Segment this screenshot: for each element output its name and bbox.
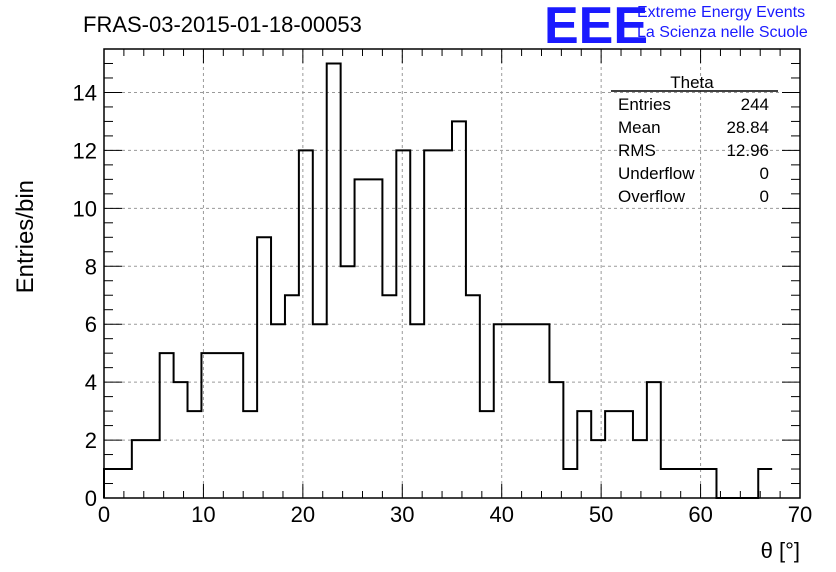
run-title: FRAS-03-2015-01-18-00053: [83, 12, 362, 37]
stats-value-underflow: 0: [760, 164, 769, 183]
histogram-bin: [577, 411, 591, 498]
histogram-bin: [466, 295, 480, 498]
x-tick-label: 40: [489, 502, 513, 527]
histogram-bin: [563, 469, 577, 498]
grid-lines: [104, 49, 800, 498]
histogram-bin: [243, 411, 257, 498]
histogram-bin: [215, 353, 243, 498]
y-tick-label: 6: [85, 312, 97, 337]
y-tick-label: 10: [73, 196, 97, 221]
histogram-bin: [410, 324, 424, 498]
stats-title: Theta: [670, 73, 714, 92]
histogram-outline: [103, 62, 773, 499]
eee-logo: EEE Extreme Energy Events La Scienza nel…: [540, 0, 830, 55]
y-tick-label: 2: [85, 428, 97, 453]
histogram-bin: [327, 63, 341, 498]
y-tick-label: 14: [73, 80, 97, 105]
histogram-bin: [605, 411, 633, 498]
y-tick-label: 4: [85, 370, 97, 395]
stats-label-mean: Mean: [618, 118, 661, 137]
eee-logo-line2: La Scienza nelle Scuole: [637, 24, 808, 41]
stats-label-underflow: Underflow: [618, 164, 695, 183]
stats-box: Theta Entries 244 Mean 28.84 RMS 12.96 U…: [611, 73, 778, 206]
histogram-bin: [174, 382, 188, 498]
x-axis-label: θ [°]: [761, 538, 800, 563]
x-tick-label: 0: [98, 502, 110, 527]
x-tick-label: 60: [688, 502, 712, 527]
histogram-bin: [160, 353, 174, 498]
x-tick-label: 50: [589, 502, 613, 527]
histogram-bin: [285, 295, 299, 498]
y-tick-label: 0: [85, 486, 97, 511]
x-tick-label: 70: [788, 502, 812, 527]
histogram-bin: [633, 440, 647, 498]
stats-value-overflow: 0: [760, 187, 769, 206]
plot-frame: [103, 48, 801, 499]
x-tick-labels: 0 10 20 30 40 50 60 70: [98, 502, 812, 527]
histogram-bin: [188, 411, 202, 498]
histogram-bin: [591, 440, 605, 498]
histogram-bin: [480, 411, 494, 498]
histogram-bin: [132, 440, 160, 498]
x-tick-label: 30: [390, 502, 414, 527]
y-tick-label: 12: [73, 138, 97, 163]
stats-label-rms: RMS: [618, 141, 656, 160]
x-tick-label: 20: [291, 502, 315, 527]
stats-value-entries: 244: [741, 95, 769, 114]
histogram-bin: [661, 469, 717, 498]
y-tick-labels: 0 2 4 6 8 10 12 14: [73, 80, 97, 511]
eee-logo-letters: EEE: [544, 0, 649, 55]
histogram-bin: [452, 121, 466, 498]
y-axis-label: Entries/bin: [12, 180, 39, 293]
stats-value-mean: 28.84: [726, 118, 769, 137]
y-tick-label: 8: [85, 254, 97, 279]
histogram-bin: [313, 324, 327, 498]
histogram-bin: [355, 179, 383, 498]
histogram-bin: [382, 295, 396, 498]
eee-logo-line1: Extreme Energy Events: [637, 4, 806, 21]
histogram-series: [103, 62, 773, 499]
stats-label-entries: Entries: [618, 95, 671, 114]
axis-ticks: [103, 48, 801, 499]
stats-value-rms: 12.96: [726, 141, 769, 160]
stats-label-overflow: Overflow: [618, 187, 686, 206]
histogram-bin: [271, 324, 285, 498]
histogram-bin: [257, 237, 271, 498]
x-tick-label: 10: [191, 502, 215, 527]
